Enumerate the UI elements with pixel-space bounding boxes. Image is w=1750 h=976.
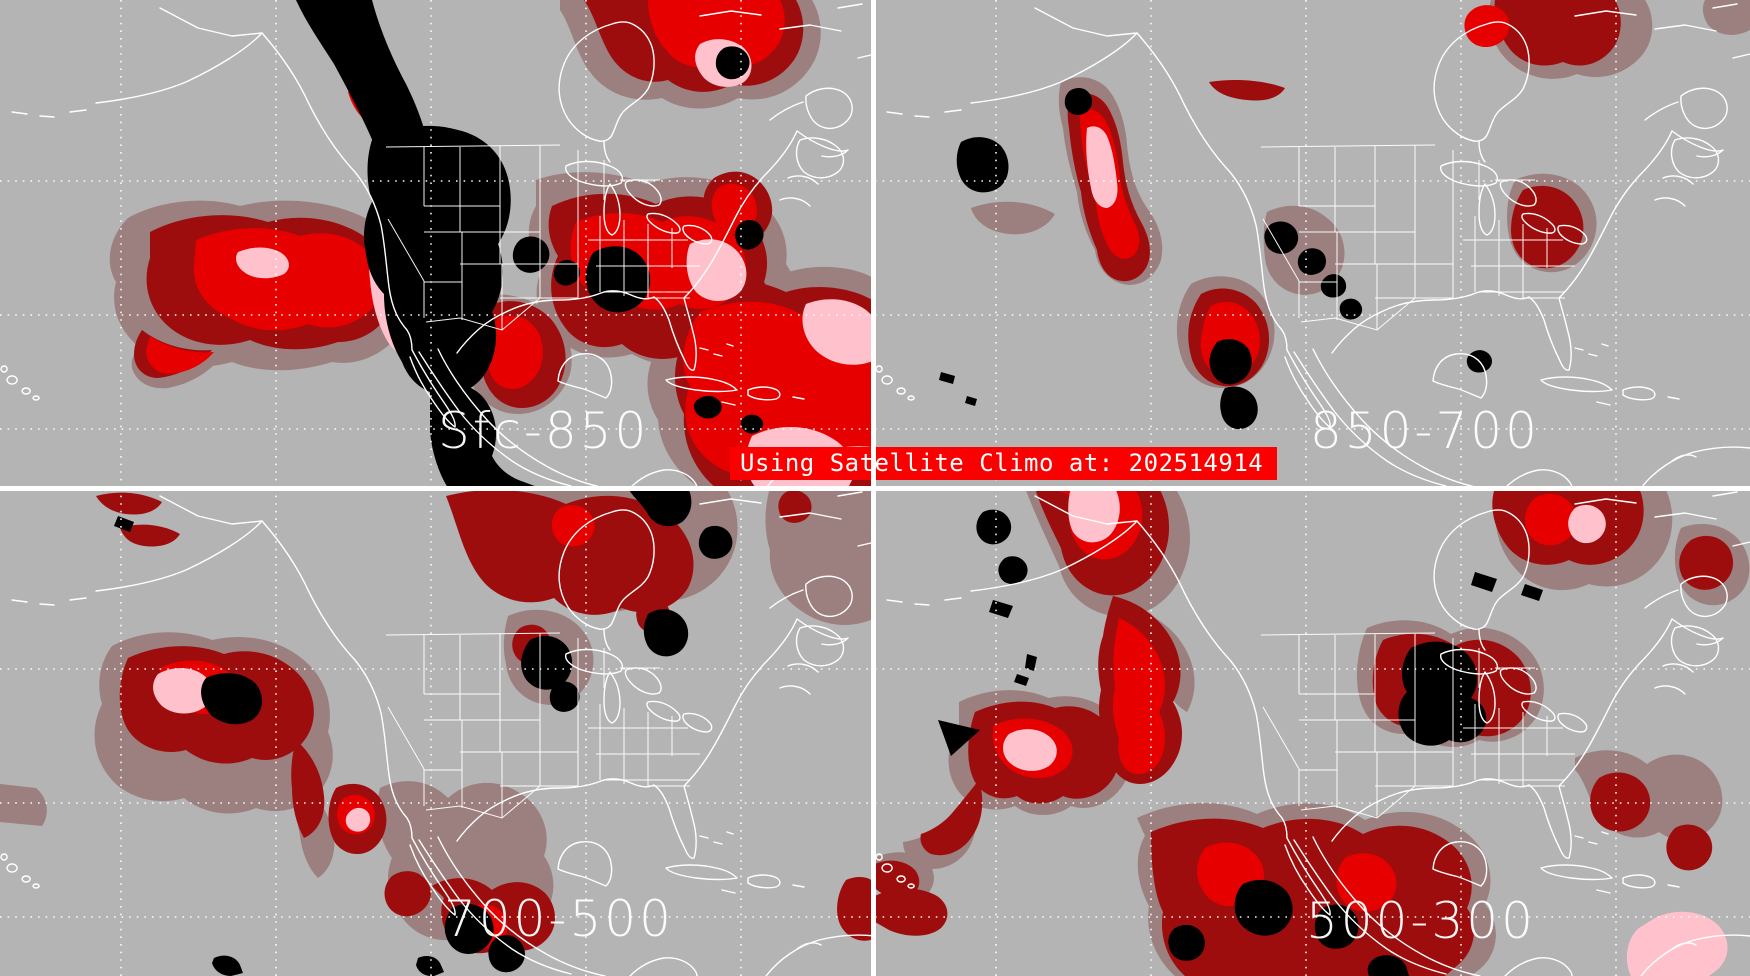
panel-850-700: [875, 0, 1750, 488]
layer-label-500-300: 500-300: [1306, 892, 1536, 950]
layer-label-sfc-850: Sfc-850: [438, 402, 650, 460]
map-700-500: [0, 488, 875, 976]
climo-status-banner: Using Satellite Climo at: 202514914: [730, 447, 1277, 480]
moisture-blobs-700-500: [0, 488, 875, 976]
panel-700-500: [0, 488, 875, 976]
map-500-300: [875, 488, 1750, 976]
layer-label-850-700: 850-700: [1310, 402, 1540, 460]
horizontal-panel-divider: [0, 486, 1750, 491]
layer-label-700-500: 700-500: [444, 890, 674, 948]
panel-500-300: [875, 488, 1750, 976]
map-850-700: [875, 0, 1750, 488]
moisture-blobs-850-700: [939, 0, 1750, 430]
